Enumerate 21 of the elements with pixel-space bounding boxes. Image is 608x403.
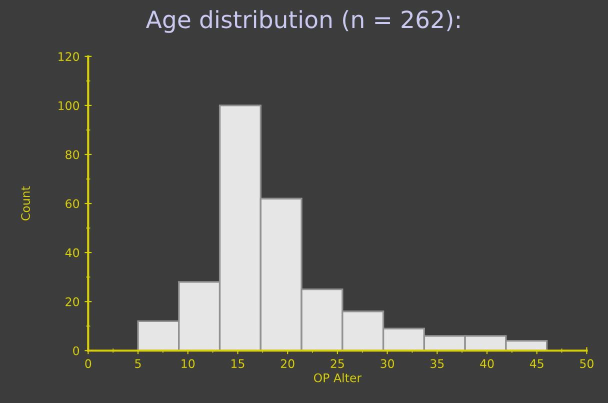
y-tick-label: 60 [66,199,80,208]
y-tick-label: 100 [58,101,80,110]
x-axis-title: OP Alter [314,373,362,382]
x-tick-label: 30 [380,359,394,368]
y-axis-title: Count [21,186,30,220]
x-tick-label: 0 [85,359,92,368]
chart-title: Age distribution (n = 262): [146,10,460,33]
x-tick-label: 35 [430,359,444,368]
x-tick-label: 10 [182,359,195,368]
y-tick-label: 0 [73,346,80,356]
y-tick-label: 120 [58,52,80,62]
x-tick-label: 20 [280,359,294,368]
x-tick-label: 40 [480,359,494,368]
y-tick-label: 80 [66,150,80,160]
x-tick-label: 15 [232,359,244,368]
x-tick-label: 45 [530,359,544,368]
x-tick-label: 5 [135,359,141,368]
y-tick-label: 20 [66,297,80,306]
y-tick-label: 40 [65,248,80,258]
x-tick-label: 50 [580,359,594,368]
x-tick-label: 25 [330,359,344,368]
